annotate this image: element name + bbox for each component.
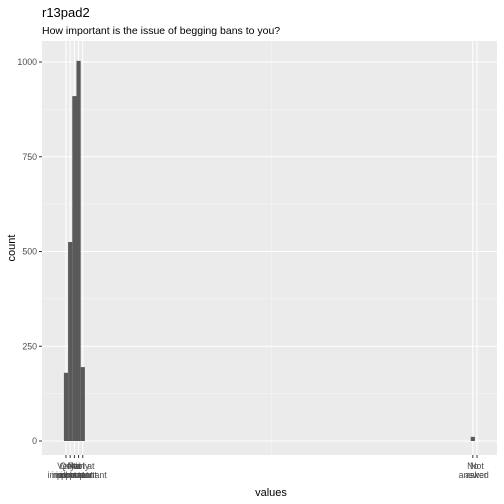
y-tick-label: 750 bbox=[22, 152, 37, 162]
bar bbox=[68, 242, 73, 441]
y-axis-title: count bbox=[6, 235, 18, 262]
x-tick-label: Quite important bbox=[52, 461, 89, 480]
bars bbox=[63, 60, 475, 442]
chart-title: r13pad2 bbox=[42, 5, 90, 20]
bar bbox=[76, 60, 81, 441]
bar bbox=[470, 436, 475, 441]
chart-subtitle: How important is the issue of begging ba… bbox=[42, 25, 280, 37]
y-tick-label: 250 bbox=[22, 341, 37, 351]
y-axis: 0 250 500 750 1000 bbox=[17, 57, 42, 446]
x-tick-label: Not important bbox=[56, 461, 93, 480]
bar bbox=[63, 372, 69, 441]
y-tick-label: 0 bbox=[32, 436, 37, 446]
y-tick-label: 1000 bbox=[17, 57, 37, 67]
y-tick-label: 500 bbox=[22, 247, 37, 257]
x-tick-label: No answer bbox=[459, 461, 487, 480]
x-tick-label: Not at all important bbox=[59, 461, 107, 480]
bar bbox=[80, 367, 85, 441]
x-tick-label: Very important bbox=[48, 461, 85, 480]
x-axis-title: values bbox=[255, 487, 287, 499]
plot-panel bbox=[42, 41, 497, 455]
bar bbox=[72, 96, 77, 442]
x-tick-label: Fairly important bbox=[60, 461, 97, 480]
x-tick-label: Not asked bbox=[465, 461, 489, 480]
